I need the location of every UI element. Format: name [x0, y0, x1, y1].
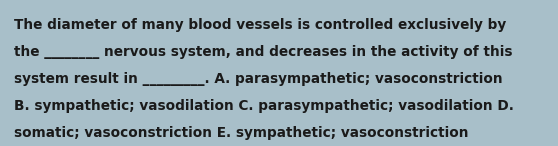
Text: The diameter of many blood vessels is controlled exclusively by: The diameter of many blood vessels is co…	[14, 18, 506, 32]
Text: system result in _________. A. parasympathetic; vasoconstriction: system result in _________. A. parasympa…	[14, 72, 503, 86]
Text: the ________ nervous system, and decreases in the activity of this: the ________ nervous system, and decreas…	[14, 45, 512, 59]
Text: B. sympathetic; vasodilation C. parasympathetic; vasodilation D.: B. sympathetic; vasodilation C. parasymp…	[14, 99, 514, 113]
Text: somatic; vasoconstriction E. sympathetic; vasoconstriction: somatic; vasoconstriction E. sympathetic…	[14, 126, 469, 140]
